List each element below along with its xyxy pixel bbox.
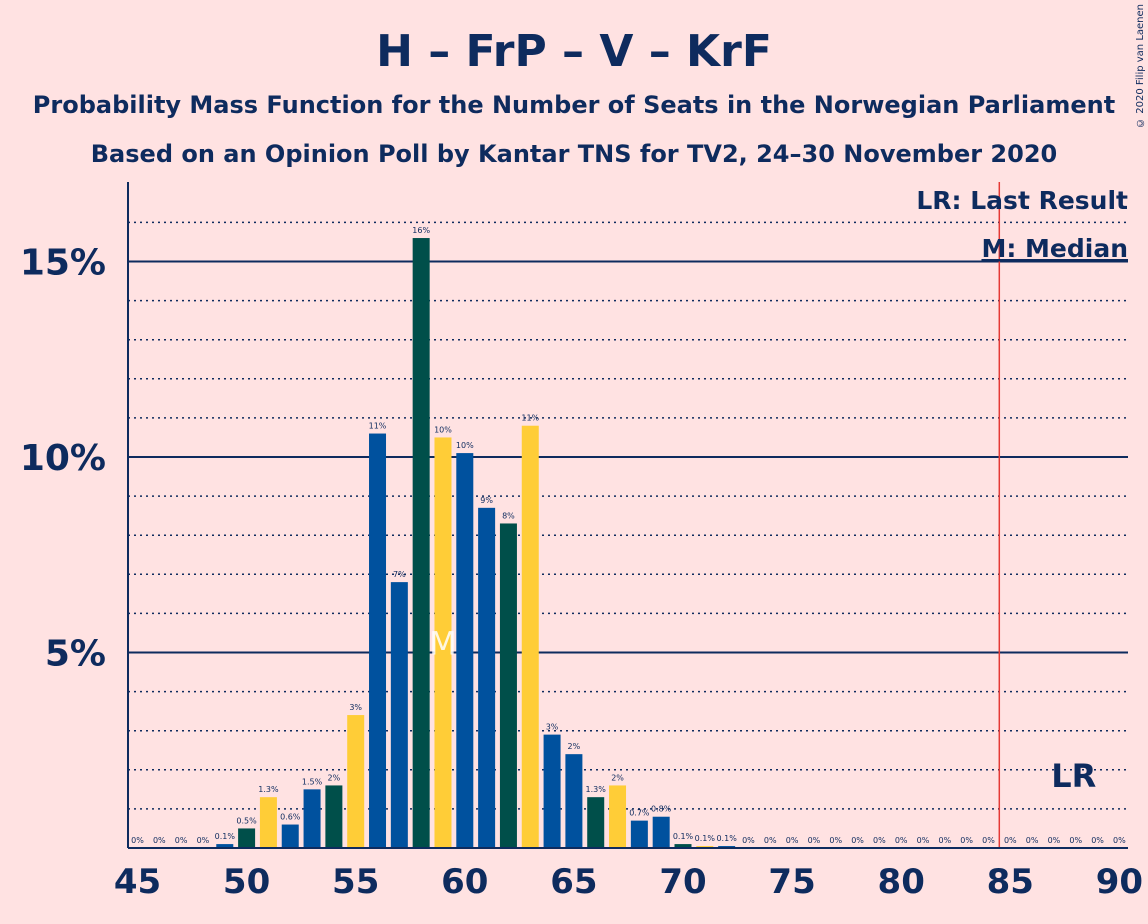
bar-value-label: 10% [434, 425, 452, 434]
legend-last-result: LR: Last Result [916, 186, 1128, 215]
bar-value-label: 0.8% [651, 805, 672, 814]
x-tick-label: 60 [441, 862, 488, 902]
bar-seat-53 [303, 789, 321, 848]
x-tick-label: 75 [768, 862, 815, 902]
bar-value-label: 0% [851, 836, 864, 845]
copyright-note: © 2020 Filip van Laenen [1135, 4, 1146, 128]
bar-value-label: 0% [1026, 836, 1039, 845]
bar-seat-57 [390, 582, 408, 848]
bar-value-label: 7% [393, 570, 406, 579]
bar-value-label: 2% [611, 773, 624, 782]
bars: 0% 0% 0% 0% 0.1%0.5%1.3%0.6%1.5% 2%3%11%7%16%… [131, 226, 1126, 849]
y-tick-label: 15% [20, 243, 106, 284]
bar-value-label: 16% [412, 226, 430, 235]
bar-value-label: 0% [175, 836, 188, 845]
bar-value-label: 3% [349, 703, 362, 712]
bar-value-label: 0% [1048, 836, 1061, 845]
y-tick-label: 5% [45, 634, 106, 675]
x-tick-label: 80 [878, 862, 925, 902]
bar-value-label: 0% [873, 836, 886, 845]
bar-seat-65 [565, 754, 583, 848]
bar-value-label: 10% [456, 441, 474, 450]
bar-value-label: 1.3% [258, 785, 279, 794]
legend-median: M: Median [981, 234, 1128, 263]
bar-seat-50 [238, 828, 256, 848]
bar-value-label: 0% [1004, 836, 1017, 845]
bar-value-label: 0% [1069, 836, 1082, 845]
bar-value-label: 3% [546, 723, 559, 732]
chart-subtitle-2: Based on an Opinion Poll by Kantar TNS f… [91, 140, 1057, 168]
bar-value-label: 0% [982, 836, 995, 845]
bar-value-label: 0% [917, 836, 930, 845]
bar-value-label: 0.1% [215, 832, 236, 841]
bar-value-label: 0% [808, 836, 821, 845]
x-tick-label: 90 [1096, 862, 1143, 902]
bar-seat-54 [325, 785, 343, 848]
bar-value-label: 0% [895, 836, 908, 845]
bar-seat-69 [652, 816, 670, 848]
bar-value-label: 11% [521, 414, 539, 423]
bar-seat-67 [609, 785, 627, 848]
bar-value-label: 1.5% [302, 777, 323, 786]
bar-value-label: 0.1% [695, 834, 716, 843]
bar-seat-68 [630, 820, 648, 848]
bar-seat-63 [521, 425, 539, 848]
bar-value-label: 0% [1113, 836, 1126, 845]
bar-value-label: 2% [328, 773, 341, 782]
bar-seat-60 [456, 453, 474, 848]
bar-value-label: 0% [742, 836, 755, 845]
bar-seat-51 [259, 797, 277, 848]
bar-seat-55 [347, 715, 365, 848]
bar-seat-62 [499, 523, 517, 848]
bar-value-label: 0.7% [629, 809, 650, 818]
bar-value-label: 2% [568, 742, 581, 751]
bar-seat-59 [434, 437, 452, 848]
x-tick-label: 70 [659, 862, 706, 902]
bar-seat-58 [412, 238, 430, 849]
bar-seat-64 [543, 734, 561, 848]
bar-seat-61 [478, 507, 496, 848]
chart-subtitle-1: Probability Mass Function for the Number… [33, 91, 1115, 119]
bar-value-label: 0.1% [716, 834, 737, 843]
bar-value-label: 0% [764, 836, 777, 845]
last-result-marker: LR [1051, 757, 1096, 795]
bar-value-label: 0% [960, 836, 973, 845]
y-tick-label: 10% [20, 438, 106, 479]
bar-value-label: 8% [502, 511, 515, 520]
bar-value-label: 1.3% [586, 785, 607, 794]
bar-value-label: 9% [480, 496, 493, 505]
x-tick-label: 55 [332, 862, 379, 902]
x-tick-label: 65 [550, 862, 597, 902]
bar-value-label: 0% [786, 836, 799, 845]
bar-value-label: 0% [829, 836, 842, 845]
bar-value-label: 0% [197, 836, 210, 845]
bar-value-label: 0% [153, 836, 166, 845]
bar-value-label: 0.1% [673, 832, 694, 841]
bar-value-label: 11% [369, 422, 387, 431]
bar-seat-52 [281, 824, 299, 848]
median-marker: M [429, 625, 457, 663]
grid [128, 221, 1128, 810]
bar-seat-56 [369, 433, 387, 848]
x-tick-label: 45 [114, 862, 161, 902]
bar-value-label: 0% [938, 836, 951, 845]
bar-seat-49 [216, 844, 234, 848]
bar-value-label: 0% [1091, 836, 1104, 845]
bar-seat-70 [674, 844, 692, 848]
x-tick-label: 85 [987, 862, 1034, 902]
chart-title: H – FrP – V – KrF [376, 26, 772, 77]
bar-value-label: 0.5% [236, 816, 257, 825]
bar-seat-66 [587, 797, 605, 848]
axes: 5% 10% 15% LR 45 50 55 60 65 70 75 80 85 90 [20, 182, 1143, 902]
legend: LR: Last Result M: Median [916, 186, 1128, 263]
x-tick-label: 50 [223, 862, 270, 902]
bar-value-label: 0.6% [280, 813, 301, 822]
bar-value-label: 0% [131, 836, 144, 845]
